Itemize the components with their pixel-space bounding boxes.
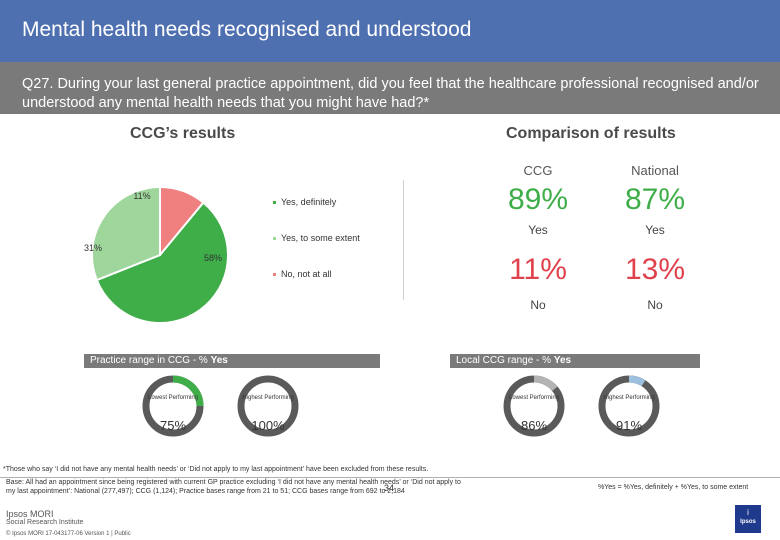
brand-institute: Social Research Institute xyxy=(6,519,84,526)
national-no-value: 13% xyxy=(624,253,686,286)
local-lowest-gauge xyxy=(503,375,565,437)
legend-label: Yes, to some extent xyxy=(281,233,360,243)
legend-item-no-not-at-all: No, not at all xyxy=(273,269,332,279)
practice-lowest-gauge xyxy=(142,375,204,437)
practice-highest-gauge xyxy=(237,375,299,437)
legend-item-yes-some-extent: Yes, to some extent xyxy=(273,233,360,243)
practice-range-text: Practice range in CCG - % xyxy=(90,355,211,366)
local-lowest-value: 86% xyxy=(520,418,548,433)
legend-item-yes-definitely: Yes, definitely xyxy=(273,197,336,207)
local-lowest-label: Lowest Performing xyxy=(508,395,560,401)
question-bar: Q27. During your last general practice a… xyxy=(0,62,780,114)
legend-swatch xyxy=(273,237,276,241)
formula-note: %Yes = %Yes, definitely + %Yes, to some … xyxy=(598,484,749,491)
ccg-pie-chart: 11% 58% 31% xyxy=(84,185,229,324)
gauge-fill xyxy=(628,375,646,387)
local-range-bold: Yes xyxy=(553,355,572,366)
local-highest-value: 91% xyxy=(615,418,643,433)
page-number: 34 xyxy=(384,483,395,493)
practice-range-bar: Practice range in CCG - % Yes xyxy=(84,354,380,368)
pie-data-label: 31% xyxy=(84,243,102,253)
ccg-yes-value: 89% xyxy=(507,183,569,216)
practice-highest-value: 100% xyxy=(251,418,285,433)
legend-swatch xyxy=(273,273,276,277)
copyright: © Ipsos MORI 17-043177-06 Version 1 | Pu… xyxy=(6,531,131,537)
comparison-heading: Comparison of results xyxy=(506,125,676,142)
exclusion-note: *Those who say ‘I did not have any menta… xyxy=(3,466,429,473)
pie-slice-yes-some-extent xyxy=(91,185,161,282)
practice-lowest-value: 75% xyxy=(159,418,187,433)
national-yes-value: 87% xyxy=(624,183,686,216)
local-range-text: Local CCG range - % xyxy=(456,355,554,366)
question-text: Q27. During your last general practice a… xyxy=(22,76,759,111)
footer-divider xyxy=(0,477,780,478)
ipsos-logo: i Ipsos xyxy=(735,505,761,533)
base-note-line-1: Base: All had an appointment since being… xyxy=(6,479,461,486)
ccg-no-label: No xyxy=(530,298,546,312)
ccg-yes-label: Yes xyxy=(528,223,548,237)
local-highest-label: Highest Performing xyxy=(603,395,655,401)
pie-slice-yes-definitely xyxy=(95,201,229,324)
practice-lowest-label: Lowest Performing xyxy=(147,395,199,401)
national-no-label: No xyxy=(647,298,663,312)
logo-mark: i xyxy=(747,508,749,517)
practice-highest-label: Highest Performing xyxy=(242,395,294,401)
local-ccg-range-bar: Local CCG range - % Yes xyxy=(450,354,700,368)
col-ccg: CCG xyxy=(523,163,553,178)
pie-data-label: 58% xyxy=(204,253,222,263)
national-yes-label: Yes xyxy=(645,223,665,237)
title-bar: Mental health needs recognised and under… xyxy=(0,0,780,62)
pie-data-label: 11% xyxy=(133,191,150,201)
gauge-fill xyxy=(533,375,558,392)
gauge-track xyxy=(237,375,299,437)
legend-label: No, not at all xyxy=(281,269,332,279)
ccg-no-value: 11% xyxy=(509,253,567,286)
col-national: National xyxy=(631,163,679,178)
gauge-fill xyxy=(172,375,204,407)
logo-text: Ipsos xyxy=(740,519,756,525)
practice-range-bold: Yes xyxy=(210,355,228,366)
page-title: Mental health needs recognised and under… xyxy=(22,18,472,41)
base-note-line-2: my last appointment’: National (277,497)… xyxy=(6,488,405,495)
brand-name: Ipsos MORI xyxy=(6,509,54,519)
legend-label: Yes, definitely xyxy=(281,197,337,207)
local-highest-gauge xyxy=(598,375,660,437)
legend-swatch xyxy=(273,201,276,205)
divider xyxy=(403,180,404,300)
ccg-results-heading: CCG’s results xyxy=(130,125,236,142)
